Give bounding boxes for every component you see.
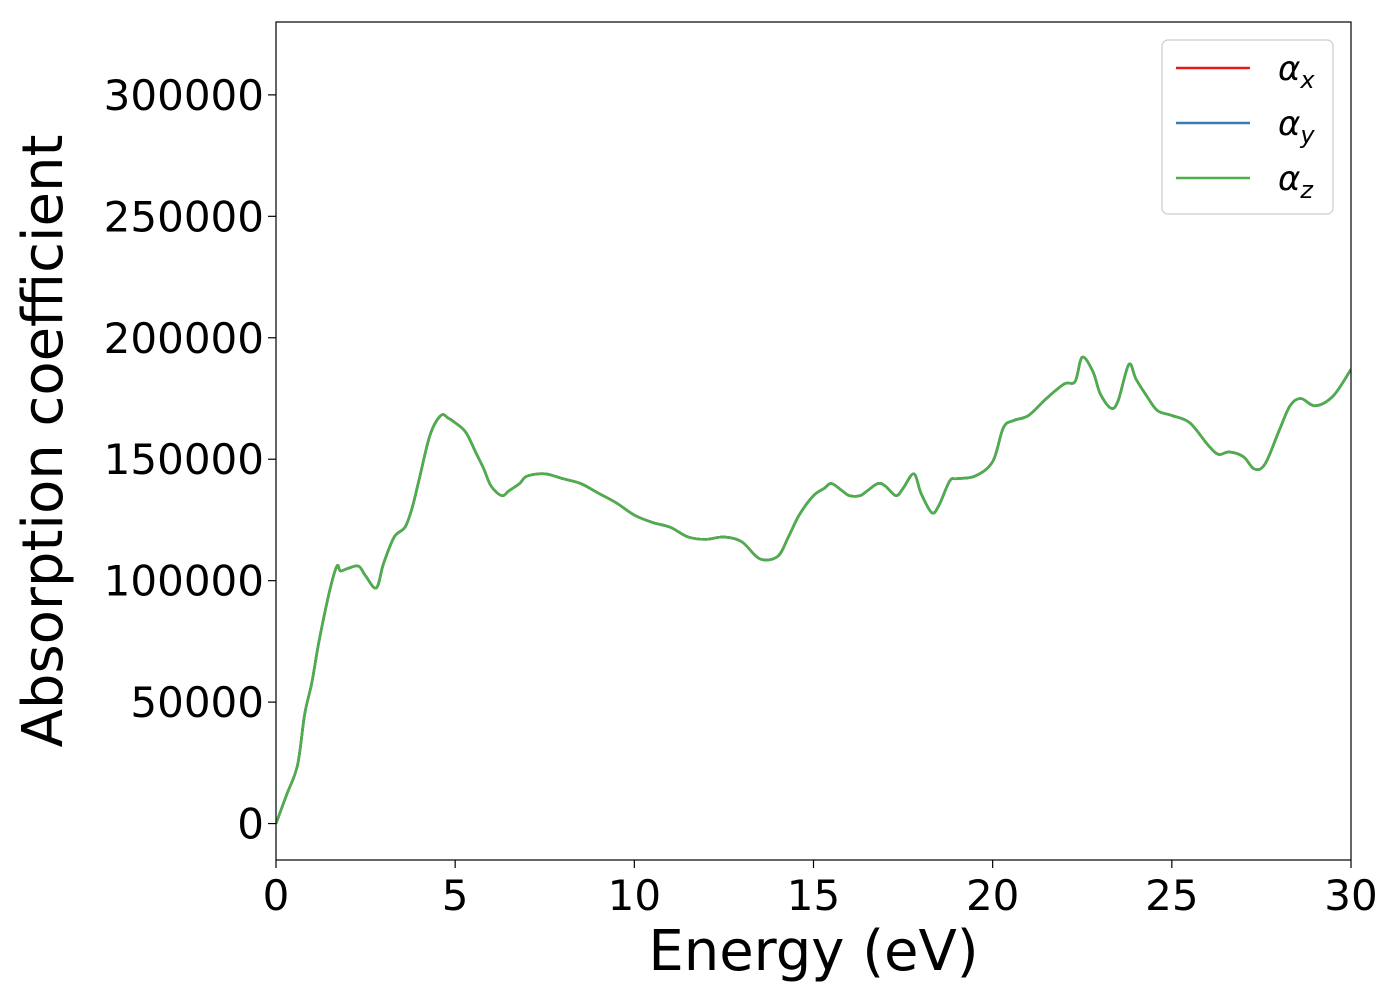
y-tick-label: 150000 bbox=[104, 435, 264, 484]
y-tick-label: 250000 bbox=[104, 192, 264, 241]
x-tick-label: 30 bbox=[1324, 871, 1377, 920]
legend-label-z: αz bbox=[1278, 159, 1314, 204]
legend-subscript: x bbox=[1299, 66, 1315, 94]
y-tick-label: 300000 bbox=[104, 71, 264, 120]
x-tick-label: 20 bbox=[966, 871, 1019, 920]
legend-symbol: α bbox=[1278, 49, 1300, 89]
y-tick-label: 100000 bbox=[104, 557, 264, 606]
y-tick-label: 50000 bbox=[130, 678, 264, 727]
x-axis: 0 5 10 15 20 25 30 bbox=[263, 860, 1378, 920]
x-tick-label: 0 bbox=[263, 871, 290, 920]
y-axis: 0 50000 100000 150000 200000 250000 300000 bbox=[104, 71, 276, 849]
legend-label-y: αy bbox=[1278, 104, 1315, 149]
y-axis-title: Absorption coefficient bbox=[11, 135, 76, 748]
legend-symbol: α bbox=[1278, 104, 1300, 144]
y-tick-label: 200000 bbox=[104, 314, 264, 363]
x-tick-label: 5 bbox=[442, 871, 469, 920]
series-line-z bbox=[276, 355, 1351, 825]
y-tick-label: 0 bbox=[237, 800, 264, 849]
legend-subscript: z bbox=[1299, 176, 1314, 204]
series-line-y bbox=[276, 355, 1351, 825]
series-line-x bbox=[276, 355, 1351, 825]
legend-box bbox=[1161, 39, 1334, 215]
x-tick-label: 10 bbox=[608, 871, 661, 920]
legend-label-x: αx bbox=[1278, 49, 1315, 94]
x-tick-label: 25 bbox=[1145, 871, 1198, 920]
series-layer bbox=[276, 355, 1351, 825]
legend-symbol: α bbox=[1278, 159, 1300, 199]
x-axis-title: Energy (eV) bbox=[648, 919, 978, 984]
legend-subscript: y bbox=[1299, 121, 1315, 149]
x-tick-label: 15 bbox=[787, 871, 840, 920]
